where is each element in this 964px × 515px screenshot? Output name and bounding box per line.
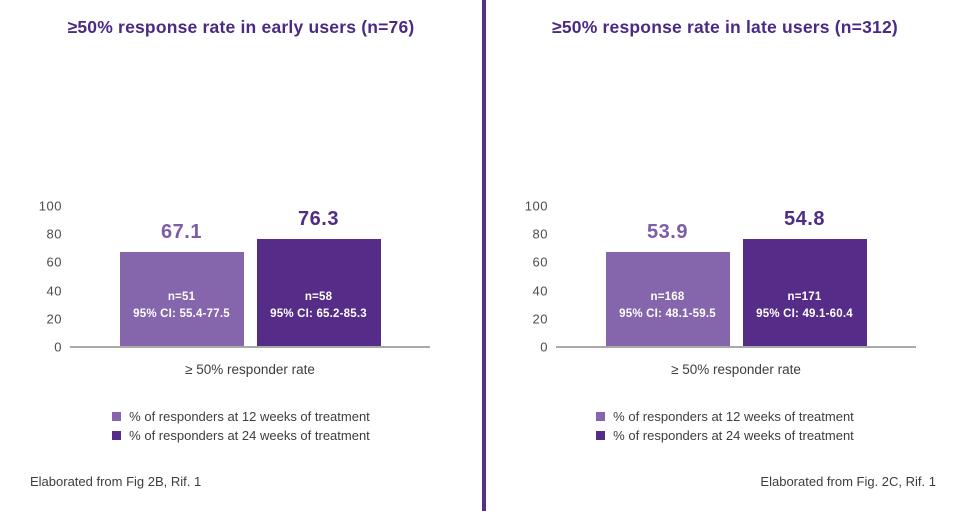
bar-group: 67.1 n=51 95% CI: 55.4-77.5 76.3 n=58 95… xyxy=(70,206,430,347)
bar-n-label: n=168 xyxy=(650,291,685,303)
x-axis-label: ≥ 50% responder rate xyxy=(185,362,315,377)
bar-12-weeks: 67.1 n=51 95% CI: 55.4-77.5 xyxy=(119,221,244,347)
legend-label: % of responders at 12 weeks of treatment xyxy=(613,408,854,424)
bar-stats-label: n=171 95% CI: 49.1-60.4 xyxy=(743,289,867,323)
legend-label: % of responders at 24 weeks of treatment xyxy=(613,427,854,443)
bar-value-label: 53.9 xyxy=(647,221,688,243)
bar-stats-label: n=58 95% CI: 65.2-85.3 xyxy=(257,289,381,323)
bar-ci-label: 95% CI: 55.4-77.5 xyxy=(133,308,230,320)
bar-ci-label: 95% CI: 49.1-60.4 xyxy=(756,308,853,320)
legend-swatch-24w-icon xyxy=(112,430,122,440)
bar-value-label: 54.8 xyxy=(784,208,825,230)
late-users-chart-panel: ≥50% response rate in late users (n=312)… xyxy=(486,0,964,515)
legend-swatch-12w-icon xyxy=(112,411,122,421)
bar-n-label: n=58 xyxy=(304,291,333,303)
legend-label: % of responders at 12 weeks of treatment xyxy=(129,408,370,424)
legend-item-24-weeks: % of responders at 24 weeks of treatment xyxy=(596,426,854,444)
legend-swatch-12w-icon xyxy=(596,411,606,421)
plot-area: 53.9 n=168 95% CI: 48.1-59.5 54.8 n=171 … xyxy=(556,206,916,348)
legend-swatch-24w-icon xyxy=(596,430,606,440)
bar-value-label: 67.1 xyxy=(161,221,202,243)
y-axis: 100 80 60 40 20 0 xyxy=(524,198,548,355)
bar-n-label: n=51 xyxy=(167,291,196,303)
legend-label: % of responders at 24 weeks of treatment xyxy=(129,427,370,443)
x-axis-label: ≥ 50% responder rate xyxy=(671,362,801,377)
plot-area: 67.1 n=51 95% CI: 55.4-77.5 76.3 n=58 95… xyxy=(70,206,430,348)
legend: % of responders at 12 weeks of treatment… xyxy=(0,407,482,444)
bar-group: 53.9 n=168 95% CI: 48.1-59.5 54.8 n=171 … xyxy=(556,206,916,347)
y-axis: 100 80 60 40 20 0 xyxy=(38,198,62,355)
bar-ci-label: 95% CI: 48.1-59.5 xyxy=(619,308,716,320)
bar-ci-label: 95% CI: 65.2-85.3 xyxy=(270,308,367,320)
bar-stats-label: n=51 95% CI: 55.4-77.5 xyxy=(120,289,244,323)
panel-divider xyxy=(482,0,486,511)
bar-n-label: n=171 xyxy=(787,291,822,303)
bar-12-weeks: 53.9 n=168 95% CI: 48.1-59.5 xyxy=(605,221,730,347)
bar-stats-label: n=168 95% CI: 48.1-59.5 xyxy=(606,289,730,323)
legend-item-12-weeks: % of responders at 12 weeks of treatment xyxy=(112,407,370,425)
legend-item-24-weeks: % of responders at 24 weeks of treatment xyxy=(112,426,370,444)
bar-24-weeks: 54.8 n=171 95% CI: 49.1-60.4 xyxy=(742,208,867,347)
legend-item-12-weeks: % of responders at 12 weeks of treatment xyxy=(596,407,854,425)
bar-24-weeks: 76.3 n=58 95% CI: 65.2-85.3 xyxy=(256,208,381,347)
x-axis-line xyxy=(70,346,430,348)
x-axis-line xyxy=(556,346,916,348)
legend: % of responders at 12 weeks of treatment… xyxy=(486,407,964,444)
bar-value-label: 76.3 xyxy=(298,208,339,230)
chart-title: ≥50% response rate in late users (n=312) xyxy=(552,17,898,37)
chart-title: ≥50% response rate in early users (n=76) xyxy=(67,17,415,37)
source-caption: Elaborated from Fig 2B, Rif. 1 xyxy=(30,474,202,489)
early-users-chart-panel: ≥50% response rate in early users (n=76)… xyxy=(0,17,482,489)
source-caption: Elaborated from Fig. 2C, Rif. 1 xyxy=(760,474,936,489)
